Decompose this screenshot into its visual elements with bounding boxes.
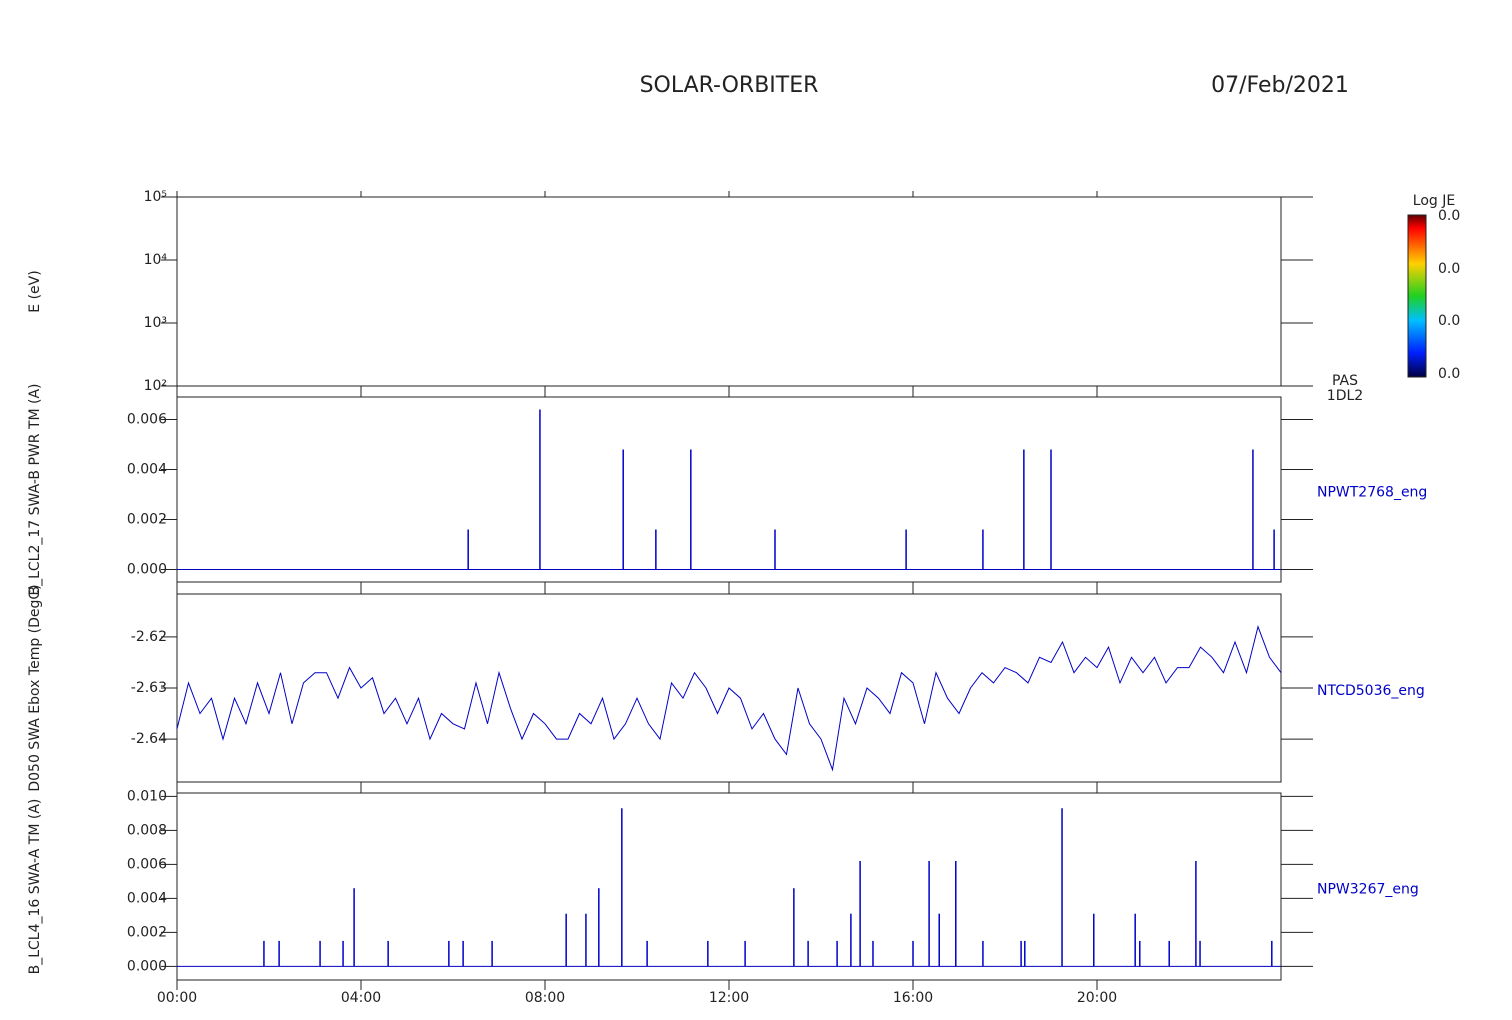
- series-label: NTCD5036_eng: [1317, 683, 1425, 699]
- x-tick-label: 04:00: [341, 990, 381, 1006]
- instrument: 1DL2: [1327, 388, 1363, 404]
- y-axis-label: B_LCL2_17 SWA-B PWR TM (A): [27, 383, 43, 595]
- y-tick-label: 10³: [144, 315, 167, 331]
- y-tick-label: 0.004: [127, 890, 167, 906]
- colorbar-title: Log JE: [1413, 193, 1455, 209]
- y-tick-label: -2.64: [131, 731, 167, 747]
- title: SOLAR-ORBITER: [640, 73, 819, 98]
- y-axis-label: D050 SWA Ebox Temp (DegC): [27, 584, 43, 791]
- y-tick-label: 0.010: [127, 788, 167, 804]
- y-tick-label: 0.006: [127, 412, 167, 428]
- y-axis-label: E (eV): [27, 270, 43, 312]
- series-label: NPWT2768_eng: [1317, 485, 1427, 501]
- date: 07/Feb/2021: [1211, 73, 1349, 98]
- y-tick-label: 0.002: [127, 512, 167, 528]
- colorbar-label: 0.0: [1438, 261, 1460, 277]
- y-tick-label: -2.62: [131, 629, 167, 645]
- colorbar: [1407, 214, 1427, 378]
- y-tick-label: -2.63: [131, 680, 167, 696]
- y-tick-label: 10²: [144, 378, 167, 394]
- line: [176, 625, 1282, 772]
- y-tick-label: 0.002: [127, 924, 167, 940]
- colorbar-label: 0.0: [1438, 366, 1460, 382]
- x-tick-label: 08:00: [525, 990, 565, 1006]
- y-tick-label: 0.000: [127, 958, 167, 974]
- x-tick-label: 20:00: [1077, 990, 1117, 1006]
- y-tick-label: 0.006: [127, 856, 167, 872]
- instrument: PAS: [1332, 373, 1358, 389]
- x-tick-label: 16:00: [893, 990, 933, 1006]
- y-axis-label: B_LCL4_16 SWA-A TM (A): [27, 799, 43, 975]
- x-tick-label: 00:00: [157, 990, 197, 1006]
- plot-frame: [176, 196, 1282, 387]
- plot-frame: [176, 396, 1282, 583]
- colorbar-label: 0.0: [1438, 313, 1460, 329]
- x-tick-label: 12:00: [709, 990, 749, 1006]
- y-tick-label: 0.008: [127, 822, 167, 838]
- y-tick-label: 0.004: [127, 462, 167, 478]
- colorbar-label: 0.0: [1438, 208, 1460, 224]
- y-tick-label: 10⁵: [144, 189, 167, 205]
- series-label: NPW3267_eng: [1317, 882, 1419, 898]
- y-tick-label: 10⁴: [144, 252, 168, 268]
- y-tick-label: 0.000: [127, 562, 167, 578]
